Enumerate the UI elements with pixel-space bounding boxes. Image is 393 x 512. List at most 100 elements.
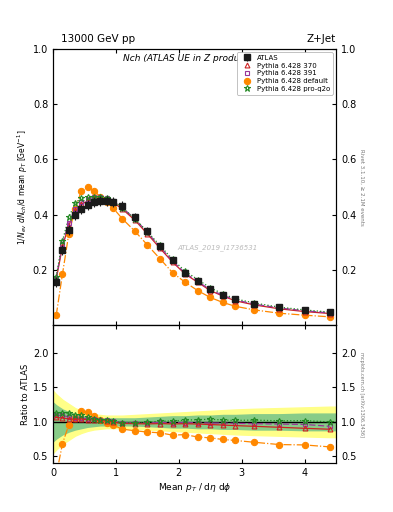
Pythia 6.428 default: [158, 255, 162, 262]
Pythia 6.428 391: [252, 301, 257, 307]
Pythia 6.428 default: [60, 271, 65, 277]
Pythia 6.428 391: [110, 198, 115, 204]
Line: Pythia 6.428 default: Pythia 6.428 default: [53, 184, 333, 320]
Pythia 6.428 391: [302, 308, 307, 314]
Pythia 6.428 370: [73, 207, 77, 214]
Text: Nch (ATLAS UE in Z production): Nch (ATLAS UE in Z production): [123, 54, 266, 63]
Pythia 6.428 391: [98, 194, 103, 200]
Pythia 6.428 391: [220, 292, 225, 298]
Pythia 6.428 default: [208, 294, 213, 301]
Pythia 6.428 default: [277, 310, 282, 316]
Pythia 6.428 370: [110, 199, 115, 205]
Pythia 6.428 pro-q2o: [92, 194, 96, 200]
Pythia 6.428 default: [132, 228, 137, 234]
Pythia 6.428 391: [132, 216, 137, 222]
Pythia 6.428 default: [220, 300, 225, 306]
Pythia 6.428 370: [252, 302, 257, 308]
Pythia 6.428 pro-q2o: [252, 300, 257, 306]
Pythia 6.428 default: [54, 312, 59, 318]
Pythia 6.428 391: [170, 258, 175, 264]
Line: Pythia 6.428 391: Pythia 6.428 391: [54, 194, 332, 315]
Pythia 6.428 370: [208, 288, 213, 294]
Pythia 6.428 pro-q2o: [327, 309, 332, 315]
Pythia 6.428 default: [145, 242, 150, 248]
Pythia 6.428 370: [170, 259, 175, 265]
Pythia 6.428 391: [195, 279, 200, 285]
Pythia 6.428 default: [195, 288, 200, 294]
Pythia 6.428 370: [277, 306, 282, 312]
Pythia 6.428 391: [54, 275, 59, 281]
Pythia 6.428 391: [60, 241, 65, 247]
Pythia 6.428 370: [132, 217, 137, 223]
Pythia 6.428 370: [85, 198, 90, 204]
Pythia 6.428 pro-q2o: [277, 304, 282, 310]
X-axis label: Mean $p_T$ / d$\eta$ d$\phi$: Mean $p_T$ / d$\eta$ d$\phi$: [158, 481, 231, 494]
Pythia 6.428 391: [66, 220, 71, 226]
Pythia 6.428 pro-q2o: [79, 195, 84, 201]
Pythia 6.428 pro-q2o: [220, 291, 225, 297]
Pythia 6.428 391: [104, 195, 109, 201]
Text: Rivet 3.1.10, ≥ 2.1M events: Rivet 3.1.10, ≥ 2.1M events: [359, 148, 364, 225]
Pythia 6.428 370: [79, 201, 84, 207]
Pythia 6.428 default: [302, 312, 307, 318]
Pythia 6.428 391: [183, 270, 187, 276]
Pythia 6.428 pro-q2o: [98, 194, 103, 200]
Pythia 6.428 391: [233, 297, 238, 303]
Pythia 6.428 391: [92, 194, 96, 200]
Pythia 6.428 391: [120, 204, 125, 211]
Pythia 6.428 391: [158, 244, 162, 250]
Pythia 6.428 default: [98, 194, 103, 200]
Pythia 6.428 pro-q2o: [73, 200, 77, 206]
Pythia 6.428 default: [233, 303, 238, 309]
Pythia 6.428 default: [120, 216, 125, 222]
Text: Z+Jet: Z+Jet: [307, 33, 336, 44]
Pythia 6.428 391: [145, 229, 150, 236]
Legend: ATLAS, Pythia 6.428 370, Pythia 6.428 391, Pythia 6.428 default, Pythia 6.428 pr: ATLAS, Pythia 6.428 370, Pythia 6.428 39…: [237, 52, 332, 95]
Pythia 6.428 370: [66, 223, 71, 229]
Pythia 6.428 pro-q2o: [183, 268, 187, 274]
Pythia 6.428 370: [54, 276, 59, 283]
Pythia 6.428 370: [158, 245, 162, 251]
Pythia 6.428 default: [66, 231, 71, 237]
Pythia 6.428 pro-q2o: [85, 194, 90, 200]
Pythia 6.428 370: [120, 206, 125, 212]
Pythia 6.428 pro-q2o: [158, 242, 162, 248]
Pythia 6.428 pro-q2o: [208, 285, 213, 291]
Pythia 6.428 pro-q2o: [120, 204, 125, 211]
Pythia 6.428 default: [92, 188, 96, 194]
Pythia 6.428 pro-q2o: [54, 273, 59, 280]
Pythia 6.428 pro-q2o: [104, 195, 109, 201]
Pythia 6.428 pro-q2o: [195, 276, 200, 283]
Y-axis label: Ratio to ATLAS: Ratio to ATLAS: [21, 364, 30, 425]
Pythia 6.428 370: [302, 309, 307, 315]
Pythia 6.428 pro-q2o: [170, 256, 175, 262]
Pythia 6.428 391: [73, 206, 77, 212]
Pythia 6.428 default: [183, 279, 187, 285]
Pythia 6.428 default: [170, 269, 175, 275]
Pythia 6.428 370: [92, 196, 96, 202]
Pythia 6.428 pro-q2o: [233, 296, 238, 302]
Pythia 6.428 pro-q2o: [302, 307, 307, 313]
Pythia 6.428 370: [104, 196, 109, 202]
Pythia 6.428 391: [327, 310, 332, 316]
Pythia 6.428 pro-q2o: [110, 198, 115, 204]
Y-axis label: $1/N_{ev}$ $dN_{ch}$/d mean $p_T$ [GeV$^{-1}$]: $1/N_{ev}$ $dN_{ch}$/d mean $p_T$ [GeV$^…: [16, 129, 30, 245]
Pythia 6.428 default: [85, 184, 90, 190]
Text: ATLAS_2019_I1736531: ATLAS_2019_I1736531: [177, 244, 257, 251]
Pythia 6.428 391: [79, 199, 84, 205]
Pythia 6.428 370: [327, 310, 332, 316]
Pythia 6.428 391: [208, 287, 213, 293]
Line: Pythia 6.428 370: Pythia 6.428 370: [54, 196, 332, 316]
Pythia 6.428 370: [183, 271, 187, 277]
Pythia 6.428 default: [104, 199, 109, 205]
Pythia 6.428 370: [145, 231, 150, 237]
Pythia 6.428 default: [252, 307, 257, 313]
Pythia 6.428 default: [327, 314, 332, 320]
Pythia 6.428 pro-q2o: [145, 228, 150, 234]
Pythia 6.428 391: [85, 196, 90, 202]
Pythia 6.428 default: [110, 204, 115, 211]
Pythia 6.428 370: [220, 293, 225, 299]
Line: Pythia 6.428 pro-q2o: Pythia 6.428 pro-q2o: [53, 193, 333, 315]
Pythia 6.428 default: [79, 188, 84, 194]
Pythia 6.428 pro-q2o: [60, 238, 65, 244]
